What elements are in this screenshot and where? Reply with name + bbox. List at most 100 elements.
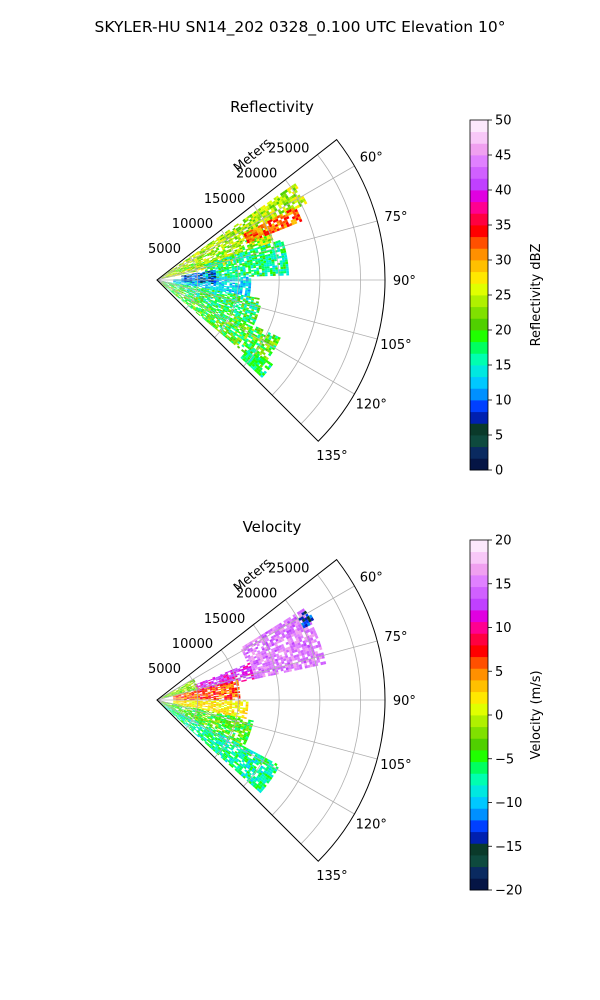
radar-cell: [168, 273, 172, 275]
radar-cell: [245, 289, 248, 292]
radar-cell: [273, 254, 277, 258]
radar-cell: [188, 683, 191, 686]
radar-cell: [181, 702, 184, 703]
radar-cell: [164, 282, 167, 284]
radar-cell: [257, 242, 261, 246]
radar-cell: [185, 692, 189, 694]
radar-cell: [218, 676, 221, 679]
radar-cell: [213, 284, 217, 287]
radar-cell: [177, 267, 181, 270]
radar-cell: [200, 702, 203, 704]
radar-cell: [210, 285, 214, 287]
radar-cell: [175, 269, 179, 272]
radar-cell: [201, 269, 204, 271]
radar-cell: [251, 360, 255, 364]
radar-cell: [207, 295, 211, 298]
radar-cell: [223, 269, 227, 271]
radar-cell: [191, 713, 195, 715]
radar-cell: [210, 286, 214, 288]
radar-cell: [274, 229, 278, 233]
radar-cell: [212, 266, 216, 269]
radar-cell: [178, 283, 182, 284]
radar-cell: [166, 284, 169, 287]
radar-cell: [168, 692, 172, 695]
radar-cell: [245, 273, 249, 276]
radar-cell: [180, 291, 184, 293]
radar-cell: [211, 278, 214, 280]
radar-cell: [251, 240, 255, 244]
radar-cell: [213, 271, 216, 274]
radar-cell: [262, 649, 266, 653]
radar-cell: [267, 220, 271, 224]
radar-cell: [229, 305, 233, 308]
radar-cell: [183, 296, 187, 299]
radar-cell: [186, 711, 190, 713]
radar-cell: [239, 730, 243, 733]
radar-cell: [184, 714, 188, 717]
radar-cell: [209, 719, 213, 721]
radar-cell: [197, 266, 201, 269]
radar-cell: [173, 282, 176, 283]
radar-cell: [223, 677, 227, 680]
radar-cell: [167, 287, 170, 290]
radar-cell: [232, 744, 236, 747]
radar-cell: [185, 302, 189, 306]
radar-cell: [168, 273, 172, 276]
radar-cell: [229, 337, 233, 341]
radar-cell: [199, 264, 203, 266]
radar-cell: [211, 250, 215, 254]
radar-cell: [182, 284, 186, 286]
radar-cell: [208, 277, 211, 279]
radar-cell: [277, 240, 281, 243]
radar-cell: [169, 269, 173, 272]
radar-cell: [203, 290, 207, 292]
radar-cell: [210, 703, 214, 705]
radar-cell: [189, 283, 192, 285]
radar-cell: [257, 207, 262, 212]
radar-cell: [248, 247, 252, 251]
radar-cell: [189, 276, 192, 278]
radar-cell: [241, 251, 245, 254]
radar-cell: [212, 687, 216, 690]
radar-cell: [256, 335, 260, 339]
radar-cell: [201, 723, 204, 726]
radar-cell: [182, 713, 185, 716]
radar-cell: [234, 321, 238, 325]
radar-cell: [245, 707, 249, 710]
radar-cell: [256, 254, 260, 257]
radar-cell: [173, 287, 177, 289]
radar-cell: [275, 271, 279, 274]
radar-cell: [187, 289, 190, 292]
radar-cell: [216, 255, 220, 258]
radar-cell: [189, 717, 193, 720]
radar-cell: [292, 644, 296, 648]
radar-cell: [251, 212, 255, 216]
radar-cell: [213, 293, 217, 295]
radar-cell: [160, 282, 164, 285]
colorbar-band: [470, 388, 488, 401]
radar-cell: [263, 206, 267, 210]
radar-cell: [166, 695, 170, 697]
radar-cell: [171, 291, 174, 293]
radar-cell: [241, 237, 245, 241]
radar-cell: [203, 260, 207, 262]
radar-cell: [184, 698, 187, 700]
radar-cell: [205, 272, 208, 275]
radar-cell: [263, 339, 267, 343]
radar-cell: [219, 728, 223, 731]
radar-cell: [216, 271, 219, 273]
radar-cell: [249, 214, 253, 218]
radar-cell: [240, 326, 244, 330]
radar-cell: [243, 232, 247, 236]
radar-cell: [234, 740, 238, 743]
radar-cell: [309, 652, 313, 656]
radar-cell: [245, 350, 249, 354]
radar-cell: [190, 295, 194, 298]
radar-cell: [188, 684, 192, 687]
radar-cell: [163, 695, 167, 697]
radar-cell: [166, 696, 170, 697]
radar-cell: [183, 697, 187, 699]
radar-cell: [217, 733, 220, 736]
radar-cell: [317, 640, 321, 645]
radar-cell: [207, 706, 211, 708]
